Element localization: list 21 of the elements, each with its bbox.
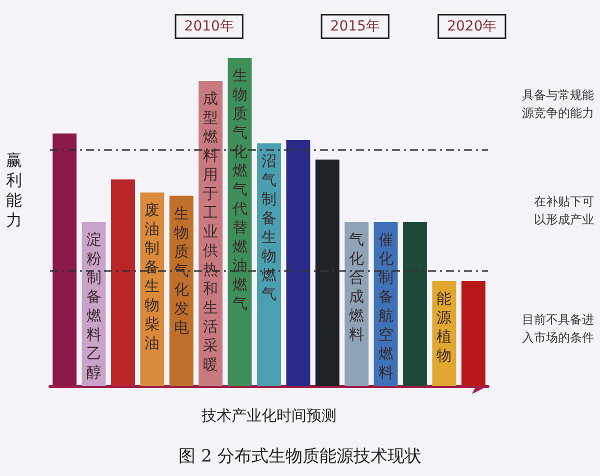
bar: [403, 222, 427, 386]
x-tick-label: 淀粉制备燃料乙醇: [86, 230, 102, 382]
text: 2010年: [184, 18, 234, 34]
text: 2020年: [447, 18, 497, 34]
text: 目前不具备进入市场的条件: [522, 312, 594, 345]
y-axis-title: 赢利能力: [6, 150, 22, 230]
bar: [286, 140, 310, 386]
bar: [315, 160, 340, 386]
x-axis-title: 技术产业化时间预测: [200, 406, 336, 424]
x-tick-label: 废油制备生物柴油: [144, 200, 160, 352]
x-tick-label: 催化制备航空燃料: [378, 230, 394, 382]
x-tick-label: 生物质气化发电: [174, 204, 189, 336]
bar: [52, 133, 77, 386]
text: 具备与常规能源竞争的能力: [522, 88, 594, 120]
x-tick-label: 气化合成燃料: [349, 230, 364, 344]
bar: [111, 179, 135, 386]
text: 2015年: [330, 18, 380, 34]
text: 图 2 分布式生物质能源技术现状: [178, 446, 422, 466]
x-tick-label: 沼气制备生物燃气: [262, 152, 276, 303]
x-tick-label: 能源植物: [436, 290, 452, 365]
text: 在补贴下可以形成产业: [534, 194, 594, 227]
